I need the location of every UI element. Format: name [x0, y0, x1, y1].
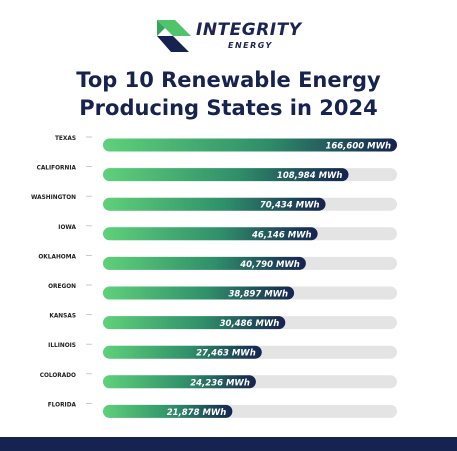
bar-row-kansas: KANSAS 30,486 MWh	[49, 314, 397, 330]
category-label: OREGON	[48, 284, 76, 290]
bar-illinois	[103, 345, 262, 359]
bar-oklahoma	[103, 256, 306, 270]
value-label: 24,236 MWh	[190, 378, 250, 388]
bar-colorado	[103, 375, 256, 389]
value-label: 70,434 MWh	[260, 201, 320, 211]
bar-california	[103, 168, 349, 182]
bar-row-florida: FLORIDA 21,878 MWh	[48, 402, 397, 418]
bar-row-illinois: ILLINOIS 27,463 MWh	[48, 343, 397, 359]
bar-row-texas: TEXAS 166,600 MWh	[55, 136, 397, 152]
value-label: 40,790 MWh	[239, 260, 300, 270]
bar-washington	[103, 197, 326, 211]
brand-tagline: ENERGY	[228, 41, 273, 50]
brand-logo: INTEGRITY ENERGY	[0, 14, 457, 60]
value-label: 27,463 MWh	[196, 349, 256, 359]
category-label: OKLAHOMA	[38, 254, 76, 260]
value-label: 30,486 MWh	[220, 319, 280, 329]
bar-row-california: CALIFORNIA 108,984 MWh	[37, 166, 397, 182]
bar-oregon	[103, 286, 295, 300]
bar-row-oregon: OREGON 38,897 MWh	[48, 284, 397, 300]
category-label: KANSAS	[49, 314, 76, 320]
category-label: WASHINGTON	[31, 195, 76, 201]
bar-row-oklahoma: OKLAHOMA 40,790 MWh	[38, 254, 397, 270]
category-label: ILLINOIS	[48, 343, 76, 349]
category-label: TEXAS	[55, 136, 76, 142]
chart-title: Top 10 Renewable Energy Producing States…	[0, 66, 457, 122]
brand-name: INTEGRITY	[196, 20, 302, 40]
value-label: 21,878 MWh	[167, 408, 227, 418]
category-label: COLORADO	[40, 373, 76, 379]
value-label: 46,146 MWh	[251, 230, 312, 240]
category-label: CALIFORNIA	[37, 166, 77, 172]
chart-title-line-2: Producing States in 2024	[79, 96, 378, 120]
value-label: 108,984 MWh	[277, 171, 343, 181]
footer-bar	[0, 437, 457, 451]
value-label: 38,897 MWh	[228, 290, 288, 300]
chart-title-line-1: Top 10 Renewable Energy	[76, 68, 381, 92]
bar-row-colorado: COLORADO 24,236 MWh	[40, 373, 397, 389]
bar-texas	[103, 138, 397, 152]
category-label: IOWA	[58, 225, 76, 231]
bar-kansas	[103, 316, 286, 330]
category-label: FLORIDA	[48, 402, 77, 408]
integrity-logo-icon	[157, 20, 191, 52]
bar-florida	[103, 404, 233, 418]
bar-row-washington: WASHINGTON 70,434 MWh	[31, 195, 397, 211]
bar-row-iowa: IOWA 46,146 MWh	[58, 225, 397, 241]
bar-iowa	[103, 227, 318, 241]
value-label: 166,600 MWh	[325, 142, 391, 152]
